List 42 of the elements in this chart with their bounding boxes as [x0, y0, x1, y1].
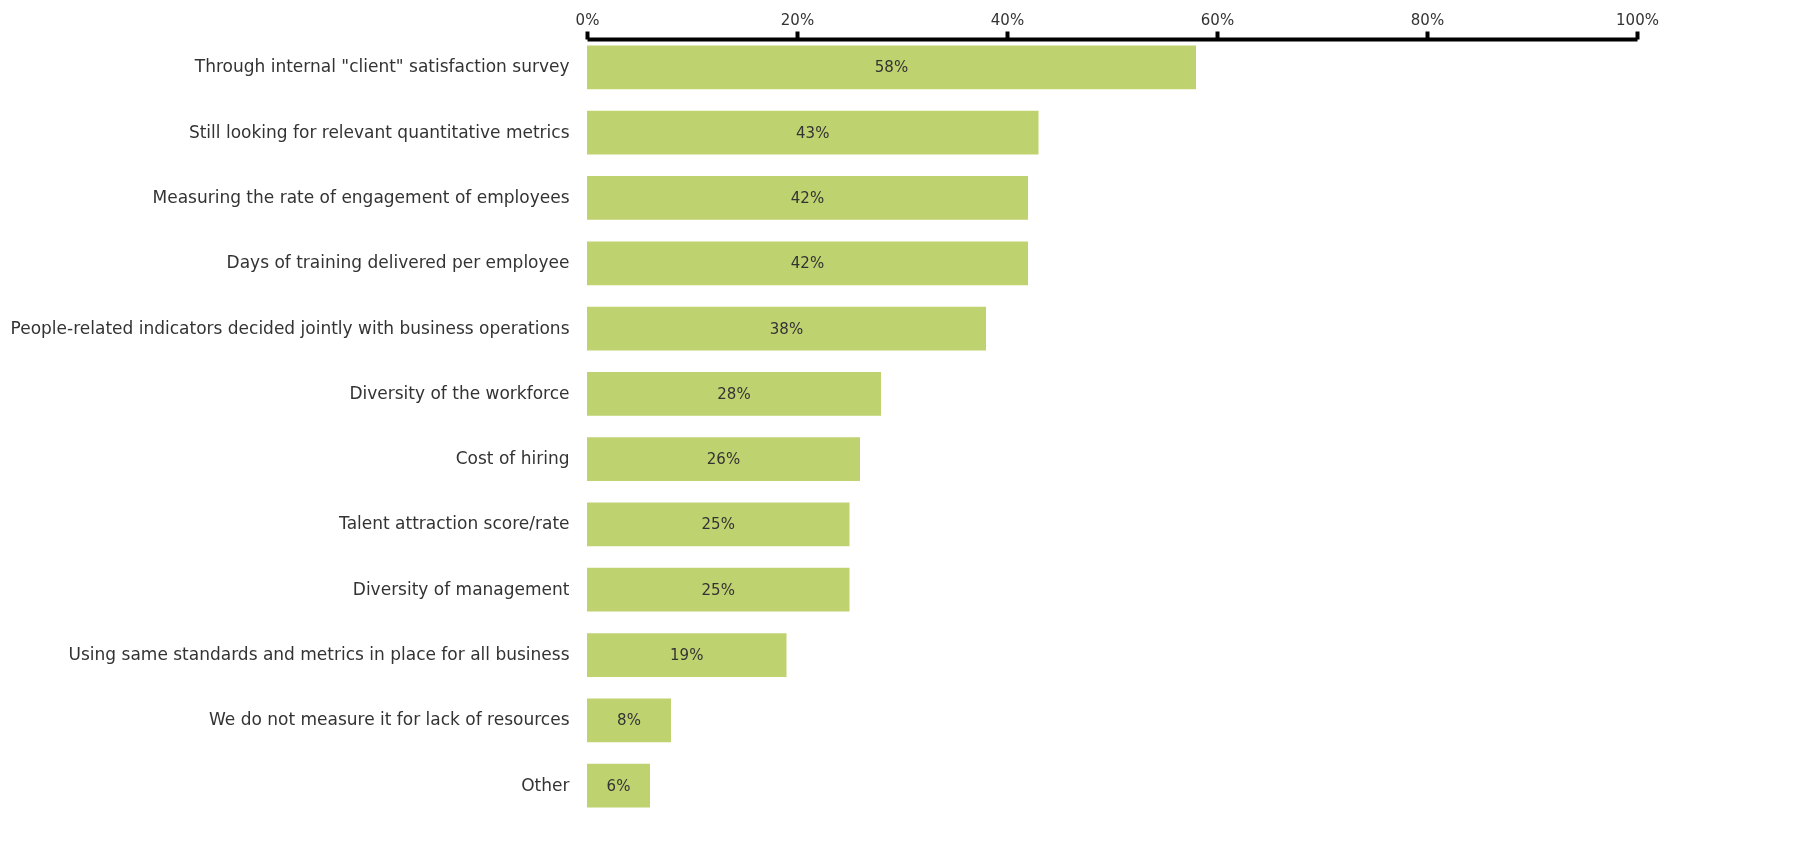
- data-label: 58%: [874, 58, 909, 77]
- y-tick-label: Diversity of management: [352, 578, 570, 599]
- bar: [587, 567, 850, 612]
- y-tick-label: Measuring the rate of engagement of employees: [152, 186, 570, 207]
- x-tick-label: 20%: [780, 10, 815, 29]
- y-tick-label: Diversity of the workforce: [349, 382, 570, 403]
- y-tick-label: Using same standards and metrics in place for all business: [68, 644, 570, 665]
- data-label: 42%: [790, 254, 825, 273]
- y-tick-label: Other: [521, 774, 570, 795]
- data-label: 42%: [790, 188, 825, 207]
- y-tick-label: We do not measure it for lack of resources: [208, 709, 570, 730]
- y-tick-label: Still looking for relevant quantitative metrics: [188, 121, 570, 142]
- bar: [587, 698, 671, 743]
- bar: [587, 502, 850, 547]
- bar: [587, 110, 1039, 155]
- data-label: 8%: [617, 711, 641, 730]
- bar: [587, 45, 1196, 90]
- x-tick-label: 60%: [1200, 10, 1235, 29]
- bar: [587, 633, 787, 677]
- y-tick-label: People-related indicators decided jointly with business operations: [10, 317, 570, 338]
- data-label: 26%: [706, 450, 741, 469]
- bar: [587, 763, 650, 808]
- x-tick-label: 100%: [1616, 10, 1659, 29]
- data-label: 43%: [796, 123, 830, 142]
- x-tick-label: 80%: [1410, 10, 1445, 29]
- data-label: 25%: [701, 515, 735, 534]
- data-label: 25%: [701, 580, 735, 599]
- x-tick-label: 0%: [575, 10, 600, 29]
- bar: [587, 176, 1028, 220]
- bar: [587, 437, 860, 482]
- bar: [587, 306, 986, 351]
- data-label: 38%: [769, 319, 804, 338]
- y-tick-label: Talent attraction score/rate: [338, 513, 570, 534]
- y-tick-label: Days of training delivered per employee: [226, 252, 570, 273]
- y-tick-label: Cost of hiring: [455, 448, 570, 469]
- data-label: 6%: [606, 776, 631, 795]
- x-tick-label: 40%: [990, 10, 1025, 29]
- bar: [587, 371, 881, 416]
- data-label: 19%: [670, 646, 704, 665]
- data-label: 28%: [717, 384, 751, 403]
- bar: [587, 241, 1028, 286]
- y-tick-label: Through internal "client" satisfaction survey: [193, 56, 570, 77]
